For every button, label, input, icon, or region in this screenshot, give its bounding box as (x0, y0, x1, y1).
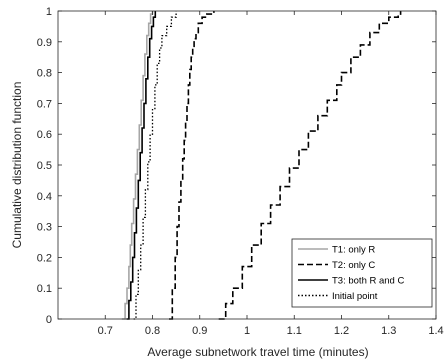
legend-label: T1: only R (332, 245, 375, 256)
y-tick-label: 0.5 (37, 160, 52, 172)
series-line-1 (121, 11, 154, 320)
x-axis-title: Average subnetwork travel time (minutes) (147, 345, 368, 359)
axes-layer: 0.7 0.8 0.9 1 1.1 1.2 1.3 1.4 0 0.1 0.2 0.3 0.4 0.5 0.… (37, 6, 444, 337)
y-tick-label: 0.6 (37, 129, 52, 141)
legend-label: T3: both R and C (332, 276, 404, 287)
legend-label: T2: only C (332, 260, 375, 271)
x-tick-label: 1 (244, 325, 250, 337)
y-axis-title: Cumulative distribution function (10, 82, 24, 249)
series-line-3 (169, 11, 215, 320)
x-tick-label: 0.7 (98, 325, 113, 337)
x-tick-label: 0.9 (192, 325, 207, 337)
y-tick-label: 0.4 (37, 191, 52, 203)
series-layer (121, 11, 402, 320)
y-tick-label: 0.8 (37, 68, 52, 80)
x-tick-label: 0.8 (145, 325, 160, 337)
y-tick-label: 0 (46, 314, 52, 326)
y-tick-label: 0.7 (37, 98, 52, 110)
legend-box (291, 238, 433, 308)
series-line-2 (218, 11, 402, 320)
legend-label: Initial point (332, 291, 378, 302)
legend: T1: only R T2: only C T3: both R and C Init… (291, 238, 433, 308)
y-tick-label: 0.9 (37, 37, 52, 49)
x-tick-label: 1.1 (287, 325, 302, 337)
y-tick-label: 1 (46, 6, 52, 18)
y-tick-label: 0.3 (37, 222, 52, 234)
y-tick-label: 0.2 (37, 252, 52, 264)
x-tick-label: 1.4 (428, 325, 443, 337)
y-tick-label: 0.1 (37, 283, 52, 295)
x-tick-label: 1.2 (334, 325, 349, 337)
series-line-5 (133, 11, 177, 320)
series-line-4 (126, 11, 157, 320)
x-tick-label: 1.3 (381, 325, 396, 337)
